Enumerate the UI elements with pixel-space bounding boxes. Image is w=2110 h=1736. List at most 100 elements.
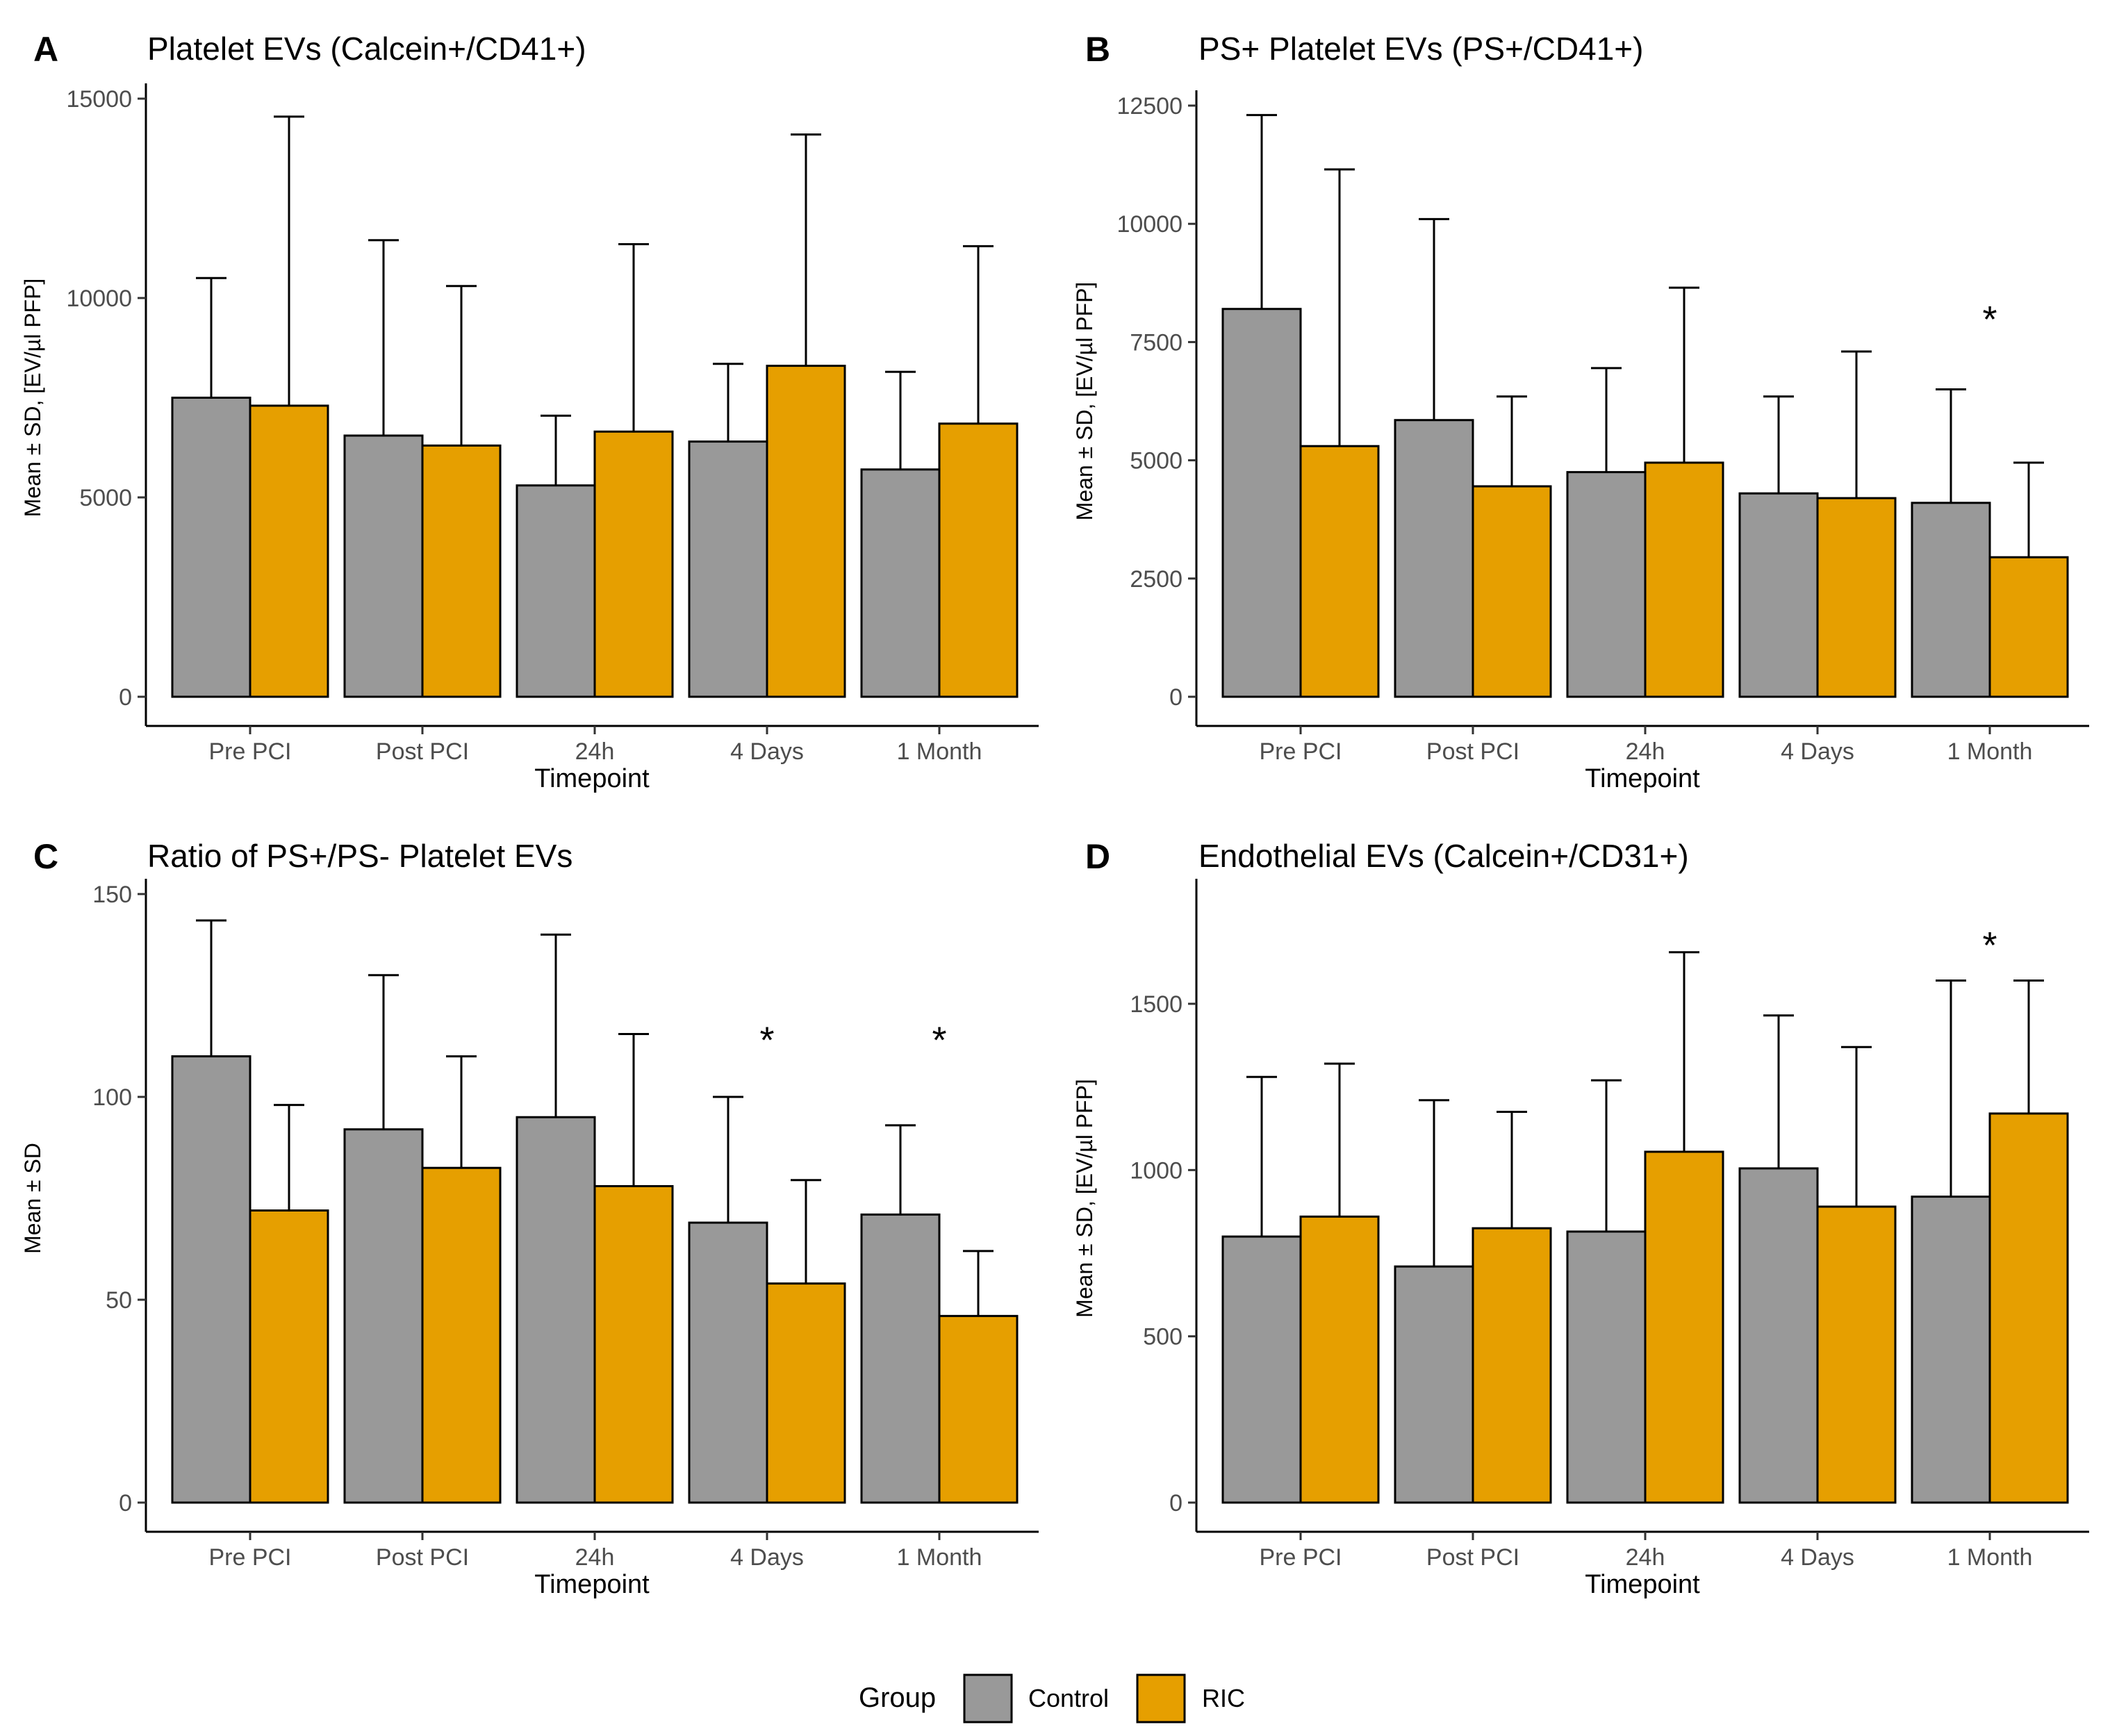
x-tick-label: 4 Days [730,1544,804,1571]
x-tick-label: Pre PCI [208,1544,291,1571]
y-tick-label: 100 [92,1084,132,1111]
bar-ric [1472,485,1552,698]
bar-control [1911,502,1991,698]
panel-d: D Endothelial EVs (Calcein+/CD31+) 0 500 100… [1072,837,2089,1599]
y-tick-label: 2500 [1130,566,1182,593]
y-tick-label: 1000 [1130,1157,1182,1184]
bar-control [1394,419,1474,698]
bar-control [516,1116,596,1504]
y-tick-label: 12500 [1116,93,1182,119]
y-tick-label: 5000 [79,485,132,511]
bar-control [1221,1235,1302,1504]
bar-control [343,1128,424,1504]
panel-letter: C [33,837,58,876]
x-tick-label: 1 Month [1947,1544,2033,1571]
bar-control [1394,1265,1474,1504]
x-tick-label: 24h [575,738,615,765]
x-tick-label: 24h [1626,738,1665,765]
y-tick-label: 0 [119,684,132,711]
bar-control [343,434,424,698]
bar-ric [766,1282,846,1504]
bar-ric [249,1209,329,1504]
x-tick-label: 24h [1626,1544,1665,1571]
bar-ric [1988,556,2069,698]
bar-ric [938,422,1019,698]
panel-title: PS+ Platelet EVs (PS+/CD41+) [1198,31,1643,67]
panel-title: Platelet EVs (Calcein+/CD41+) [147,31,586,67]
bar-control [1738,1167,1819,1504]
x-tick-label: Pre PCI [1259,1544,1342,1571]
significance-star: * [1982,299,1997,340]
x-axis-title: Timepoint [534,764,650,793]
panel-letter: B [1085,30,1110,69]
bar-ric [1644,461,1724,698]
x-tick-label: Pre PCI [208,738,291,765]
bar-ric [938,1314,1019,1504]
y-tick-label: 0 [1169,1490,1182,1516]
bar-ric [421,1166,502,1504]
x-tick-label: 1 Month [897,738,982,765]
x-axis-title: Timepoint [1585,764,1700,793]
y-axis-title: Mean ± SD, [EV/µl PFP] [1072,282,1097,521]
x-tick-label: 24h [575,1544,615,1571]
panel-letter: A [33,30,58,69]
bar-ric [1299,1215,1380,1504]
y-tick-label: 1500 [1130,991,1182,1018]
significance-star: * [1982,925,1997,966]
significance-star: * [759,1020,774,1061]
significance-star: * [932,1020,946,1061]
legend-key-ric [1136,1673,1186,1723]
x-tick-label: 4 Days [730,738,804,765]
y-axis-title: Mean ± SD, [EV/µl PFP] [20,279,45,518]
x-axis-title: Timepoint [1585,1570,1700,1599]
bar-control [1566,1230,1647,1504]
bar-ric [593,1184,674,1504]
y-tick-label: 500 [1143,1324,1182,1350]
bar-control [860,468,941,698]
legend-label-control: Control [1028,1684,1109,1712]
panel-title: Ratio of PS+/PS- Platelet EVs [147,838,572,874]
y-tick-label: 5000 [1130,448,1182,474]
x-tick-label: Pre PCI [1259,738,1342,765]
panel-b: B PS+ Platelet EVs (PS+/CD41+) 0 2500 5000 75… [1072,30,2089,793]
panel-c: C Ratio of PS+/PS- Platelet EVs 0 50 100 150 P… [20,837,1039,1599]
y-tick-label: 7500 [1130,329,1182,356]
y-tick-label: 10000 [66,286,132,312]
bar-control [1566,471,1647,698]
x-tick-label: 1 Month [897,1544,982,1571]
bar-ric [421,444,502,698]
y-tick-label: 0 [1169,684,1182,711]
bar-ric [1472,1227,1552,1504]
y-axis-title: Mean ± SD, [EV/µl PFP] [1072,1079,1097,1318]
bar-ric [1816,1205,1897,1504]
legend-key-control [963,1673,1013,1723]
panel-a: A Platelet EVs (Calcein+/CD41+) 0 5000 10000… [20,30,1039,793]
y-tick-label: 10000 [1116,211,1182,238]
x-tick-label: Post PCI [376,738,469,765]
legend-label-ric: RIC [1202,1684,1245,1712]
bar-control [1221,308,1302,698]
bar-ric [1988,1112,2069,1504]
bar-ric [766,365,846,698]
bar-control [171,397,252,698]
y-tick-label: 0 [119,1490,132,1516]
x-tick-label: 4 Days [1781,1544,1854,1571]
panels: A Platelet EVs (Calcein+/CD41+)0500010000… [20,30,2089,1599]
bar-control [688,440,768,698]
legend-title: Group [859,1683,936,1713]
bar-ric [593,430,674,698]
y-axis-title: Mean ± SD [20,1143,45,1254]
y-tick-label: 50 [106,1287,132,1314]
bar-ric [1299,445,1380,698]
y-tick-label: 15000 [66,86,132,113]
panel-title: Endothelial EVs (Calcein+/CD31+) [1198,838,1689,874]
x-tick-label: Post PCI [1426,1544,1519,1571]
x-tick-label: 1 Month [1947,738,2033,765]
bar-ric [1816,497,1897,698]
bar-control [516,484,596,698]
bar-control [171,1055,252,1504]
x-tick-label: 4 Days [1781,738,1854,765]
legend: Group Control RIC [859,1673,1245,1723]
bar-ric [249,404,329,698]
